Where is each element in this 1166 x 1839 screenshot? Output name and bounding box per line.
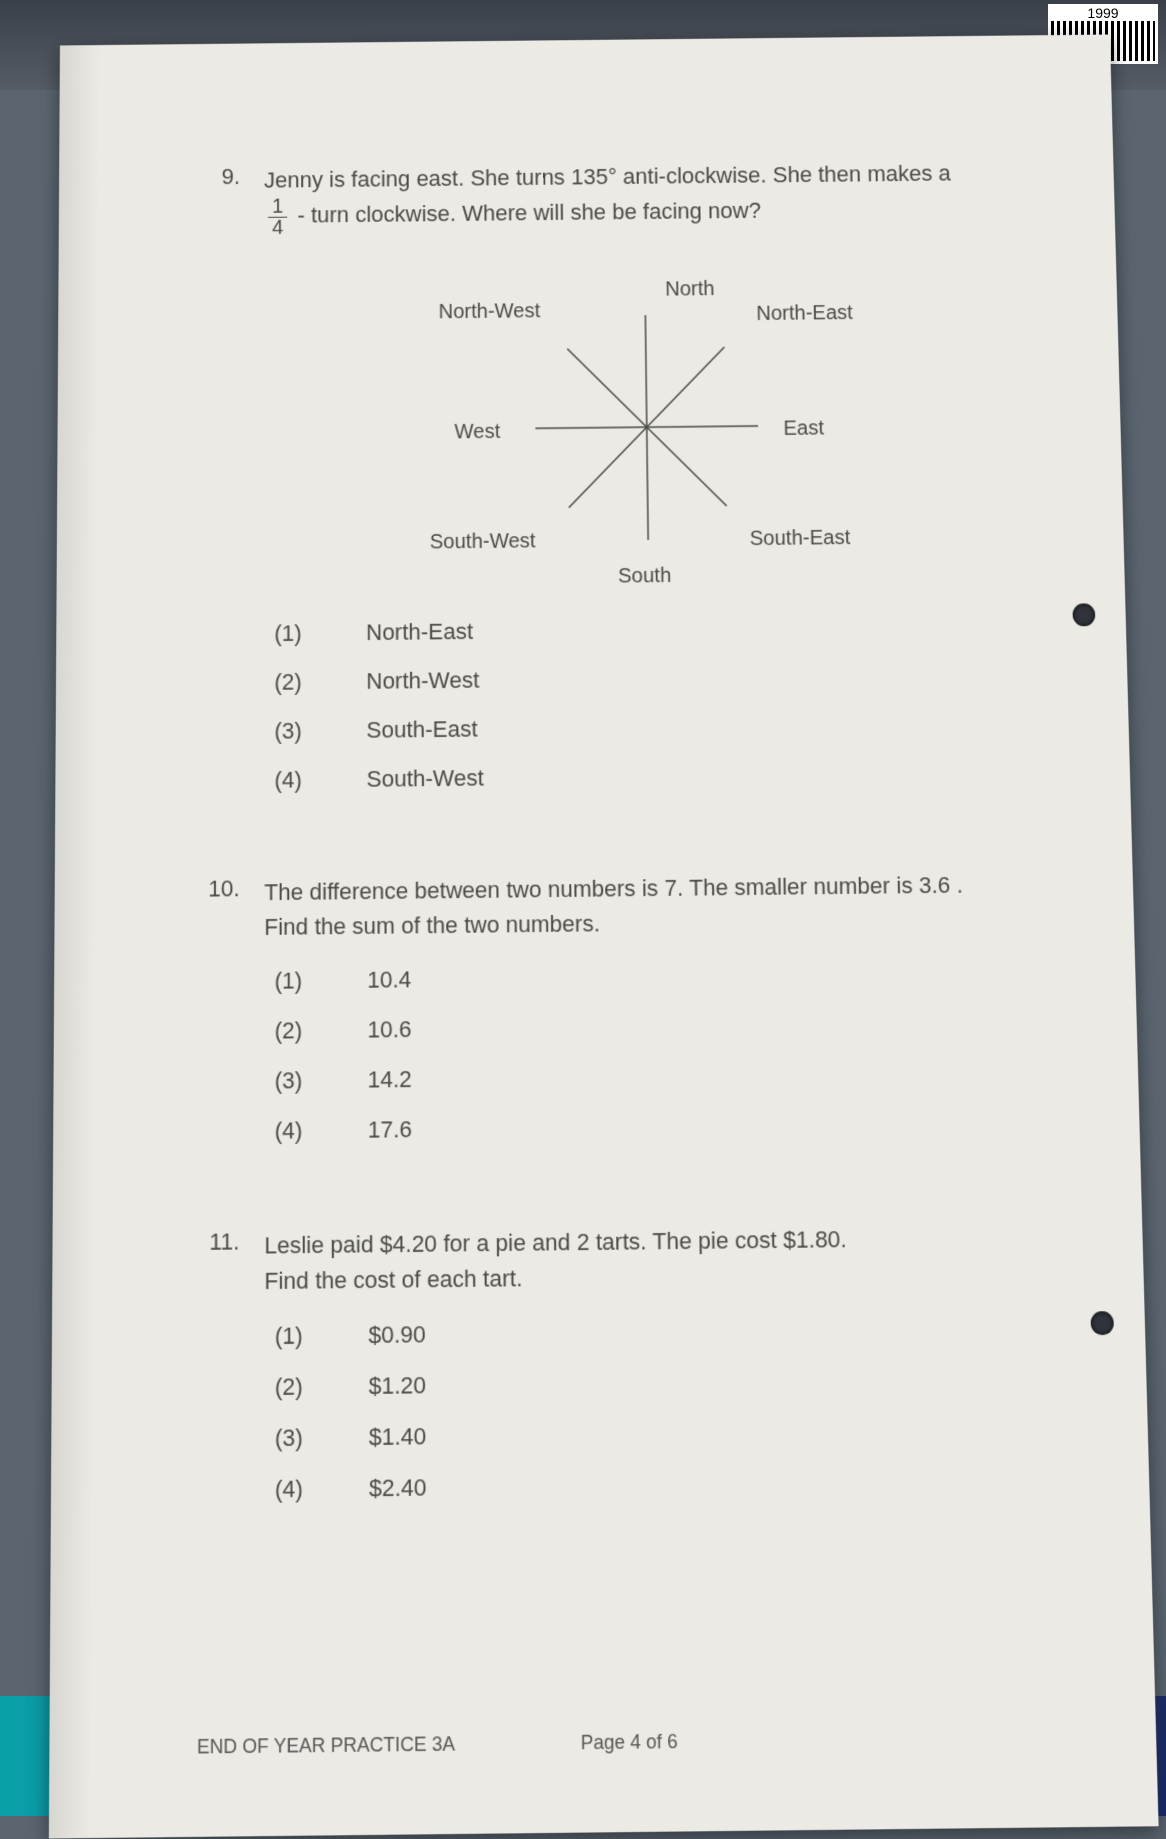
option-number: (1) (275, 963, 327, 998)
option-number: (3) (275, 1419, 327, 1455)
option-number: (4) (275, 1112, 327, 1148)
question-text: Jenny is facing east. She turns 135° ant… (264, 156, 1039, 812)
question-number: 9. (199, 164, 240, 813)
option-text: North-East (366, 614, 473, 649)
option[interactable]: (4) South-West (274, 755, 1038, 798)
option-text: South-West (366, 760, 483, 796)
fraction-denominator: 4 (268, 218, 287, 238)
option-number: (4) (274, 762, 325, 797)
worksheet-page: 9. Jenny is facing east. She turns 135° … (49, 35, 1159, 1839)
question-number: 11. (197, 1228, 239, 1523)
q10-line2: Find the sum of the two numbers. (264, 910, 600, 940)
compass-label-north: North (665, 274, 715, 305)
question-11: 11. Leslie paid $4.20 for a pie and 2 ta… (197, 1219, 1055, 1523)
compass-label-southeast: South-East (749, 522, 850, 554)
option[interactable]: (1) $0.90 (275, 1310, 1052, 1354)
compass-label-northeast: North-East (756, 298, 853, 329)
option-number: (2) (275, 1013, 327, 1049)
fraction-numerator: 1 (268, 197, 287, 218)
page-number: Page 4 of 6 (581, 1730, 678, 1754)
option-number: (2) (274, 664, 325, 699)
option-text: 14.2 (368, 1062, 412, 1098)
option[interactable]: (3) South-East (274, 706, 1037, 749)
q9-line1: Jenny is facing east. She turns 135° ant… (264, 160, 951, 192)
option[interactable]: (2) $1.20 (275, 1360, 1053, 1404)
option[interactable]: (3) 14.2 (275, 1055, 1046, 1098)
question-10: 10. The difference between two numbers i… (198, 867, 1047, 1165)
q11-options: (1) $0.90 (2) $1.20 (3) $1.40 (4) $2.40 (275, 1310, 1056, 1507)
option-text: 17.6 (368, 1112, 412, 1148)
option[interactable]: (1) North-East (274, 608, 1034, 650)
option-number: (1) (274, 616, 325, 651)
q10-options: (1) 10.4 (2) 10.6 (3) 14.2 (4) 17.6 (275, 955, 1047, 1148)
option-text: 10.4 (367, 962, 411, 997)
option-text: $1.40 (369, 1418, 427, 1455)
question-text: Leslie paid $4.20 for a pie and 2 tarts.… (264, 1219, 1056, 1522)
question-number: 10. (198, 875, 240, 1164)
fraction: 1 4 (268, 197, 287, 239)
compass-label-south: South (618, 560, 672, 592)
option-number: (3) (275, 1062, 327, 1098)
option-text: $2.40 (369, 1469, 427, 1506)
question-9: 9. Jenny is facing east. She turns 135° … (199, 156, 1039, 813)
option-text: South-East (366, 712, 477, 748)
compass-label-east: East (783, 413, 824, 444)
compass-label-southwest: South-West (430, 526, 536, 558)
q11-line2: Find the cost of each tart. (264, 1265, 522, 1295)
compass-label-northwest: North-West (438, 296, 540, 328)
option-text: North-West (366, 663, 479, 698)
option[interactable]: (3) $1.40 (275, 1411, 1054, 1455)
option[interactable]: (4) $2.40 (275, 1463, 1056, 1508)
page-footer: END OF YEAR PRACTICE 3A Page 4 of 6 (197, 1726, 1062, 1759)
option-number: (1) (275, 1318, 327, 1354)
punch-hole-icon (1072, 603, 1095, 626)
option[interactable]: (2) North-West (274, 657, 1035, 699)
option-text: 10.6 (367, 1012, 411, 1047)
compass-label-west: West (454, 416, 500, 447)
option-text: $0.90 (368, 1316, 425, 1352)
option[interactable]: (1) 10.4 (275, 955, 1044, 998)
option-number: (4) (275, 1471, 327, 1508)
q10-line1: The difference between two numbers is 7.… (264, 872, 963, 906)
footer-left: END OF YEAR PRACTICE 3A (197, 1733, 455, 1759)
option-number: (3) (274, 713, 325, 748)
q11-line1: Leslie paid $4.20 for a pie and 2 tarts.… (264, 1226, 847, 1259)
q9-line2: - turn clockwise. Where will she be faci… (291, 198, 761, 228)
compass-diagram: North North-East East South-East South S… (383, 262, 913, 595)
question-text: The difference between two numbers is 7.… (264, 867, 1047, 1164)
q9-options: (1) North-East (2) North-West (3) South-Eas… (274, 608, 1038, 797)
punch-hole-icon (1090, 1311, 1114, 1335)
option-number: (2) (275, 1368, 327, 1404)
option-text: $1.20 (369, 1367, 427, 1403)
option[interactable]: (2) 10.6 (275, 1005, 1045, 1048)
option[interactable]: (4) 17.6 (275, 1105, 1047, 1149)
